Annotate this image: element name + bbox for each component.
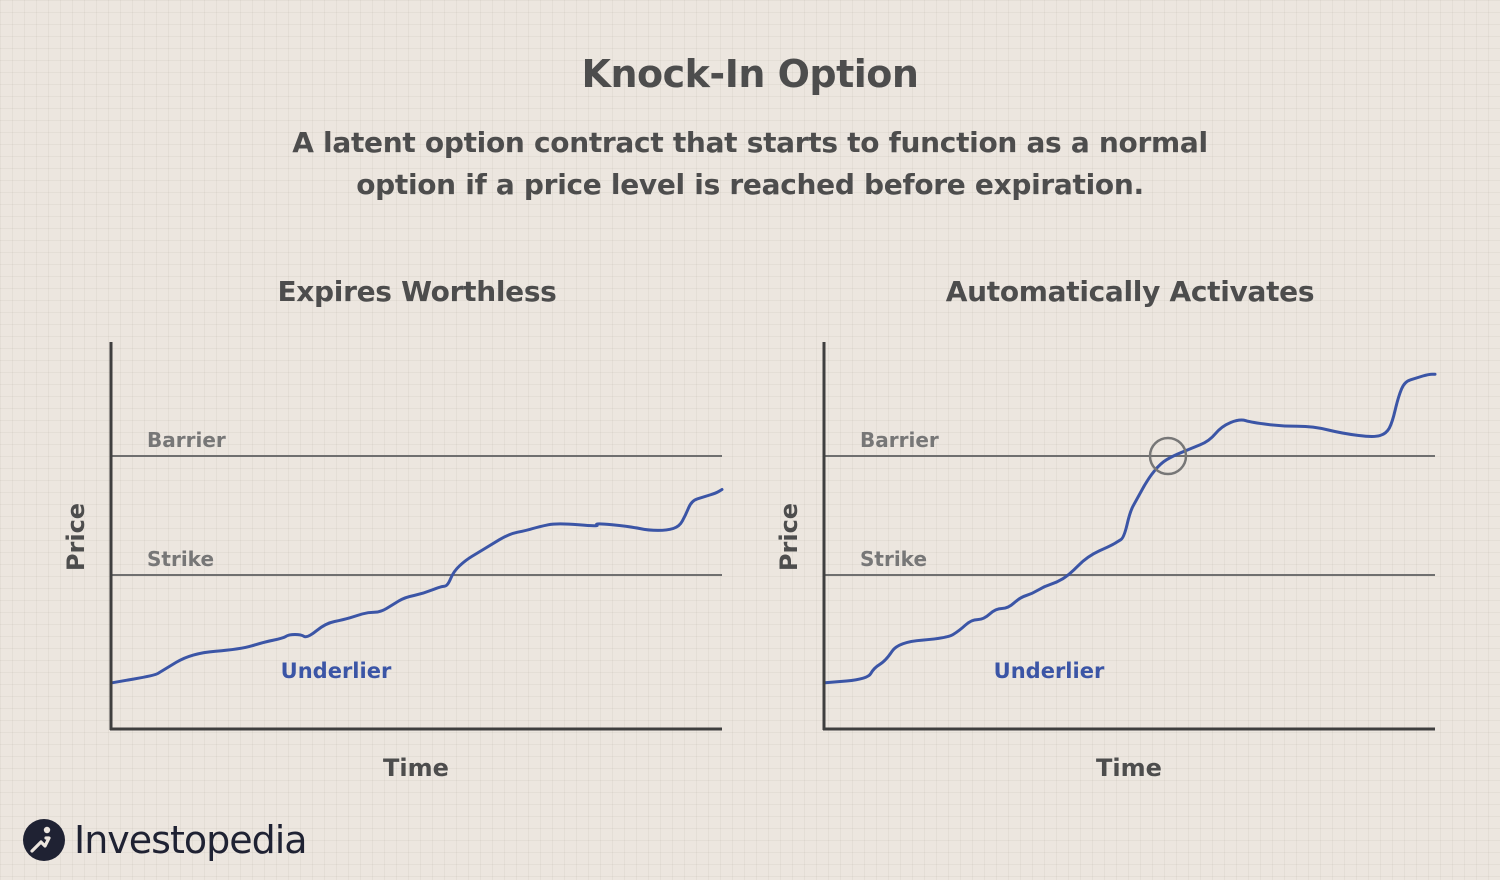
investopedia-wordmark: Investopedia — [74, 818, 308, 862]
barrier-label: Barrier — [860, 428, 939, 452]
underlier-label: Underlier — [994, 659, 1105, 683]
investopedia-logo: Investopedia — [22, 815, 308, 865]
y-axis-label: Price — [62, 503, 90, 571]
underlier-label: Underlier — [281, 659, 392, 683]
underlier-series-line — [110, 488, 724, 685]
investopedia-logo-icon — [23, 819, 65, 861]
chart-automatically-activates: Price Time Barrier Strike Underlier — [775, 342, 1437, 782]
strike-label: Strike — [860, 547, 927, 571]
subtitle-line-1: A latent option contract that starts to … — [292, 126, 1208, 159]
strike-label: Strike — [147, 547, 214, 571]
x-axis-label: Time — [1096, 754, 1162, 782]
y-axis-label: Price — [775, 503, 803, 571]
x-axis-label: Time — [383, 754, 449, 782]
panel-title-automatically-activates: Automatically Activates — [945, 275, 1315, 308]
chart-expires-worthless: Price Time Barrier Strike Underlier — [62, 342, 724, 782]
page-subtitle: A latent option contract that starts to … — [250, 122, 1250, 206]
page-title: Knock-In Option — [581, 52, 919, 96]
underlier-series-line — [823, 372, 1437, 685]
barrier-crossing-circle — [1148, 436, 1188, 476]
subtitle-line-2: option if a price level is reached befor… — [356, 168, 1144, 201]
panel-title-expires-worthless: Expires Worthless — [277, 275, 557, 308]
barrier-label: Barrier — [147, 428, 226, 452]
